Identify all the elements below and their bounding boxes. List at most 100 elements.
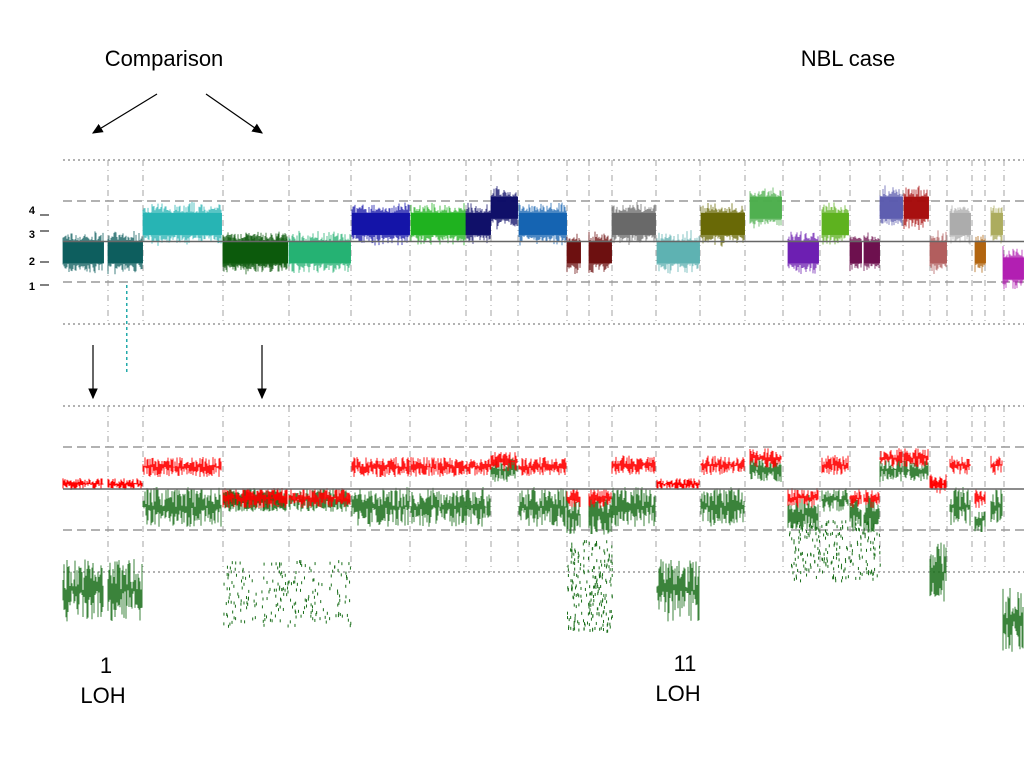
allele-speckle [610, 559, 612, 563]
cn-outlier [126, 363, 128, 366]
allele-speckle [334, 565, 336, 569]
allele-speckle [847, 575, 849, 579]
allele-speckle [567, 588, 569, 592]
allele-speckle [571, 579, 573, 583]
allele-speckle [592, 615, 594, 619]
allele-speckle [229, 587, 231, 591]
allele-speckle [833, 543, 835, 547]
allele-speckle [825, 563, 827, 567]
allele-speckle [845, 520, 847, 524]
allele-speckle [583, 622, 585, 626]
allele-speckle [857, 542, 859, 546]
allele-speckle [879, 563, 881, 567]
allele-speckle [860, 542, 862, 546]
allele-speckle [584, 623, 586, 627]
allele-speckle [834, 521, 836, 525]
allele-speckle [594, 593, 596, 597]
allele-speckle [573, 603, 575, 607]
allele-speckle [586, 580, 588, 584]
allele-speckle [244, 620, 246, 624]
allele-speckle [310, 614, 312, 618]
allele-speckle [861, 555, 863, 559]
allele-speckle [304, 564, 306, 568]
allele-speckle [789, 533, 791, 537]
allele-speckle [339, 598, 341, 602]
allele-speckle [814, 544, 816, 548]
allele-speckle [578, 603, 580, 607]
allele-speckle [241, 586, 243, 590]
allele-speckle [833, 576, 835, 580]
allele-speckle [605, 612, 607, 616]
allele-speckle [238, 595, 240, 599]
allele-speckle [589, 629, 591, 633]
allele-block-19 [787, 488, 819, 535]
allele-speckle [230, 570, 232, 574]
allele-speckle [574, 562, 576, 566]
arrows [88, 93, 267, 400]
allele-speckle [601, 563, 603, 567]
allele-speckle [335, 614, 337, 618]
allele-speckle [835, 579, 837, 583]
allele-speckle [568, 625, 570, 629]
allele-speckle [792, 525, 794, 529]
allele-speckle [332, 569, 334, 573]
allele-speckle [350, 621, 352, 625]
allele-speckle [873, 523, 875, 527]
allele-speckle [596, 612, 598, 616]
allele-speckle [345, 571, 347, 575]
copy-number-panel [62, 185, 1024, 372]
annotation-1-number: 1 [100, 653, 112, 678]
allele-speckle [349, 599, 351, 603]
allele-speckle [597, 585, 599, 589]
allele-speckle [288, 580, 290, 584]
allele-speckle [304, 598, 306, 602]
allele-speckle [827, 532, 829, 536]
allele-speckle [270, 611, 272, 615]
allele-speckle [792, 571, 794, 575]
cn-segment-6 [222, 232, 288, 275]
allele-speckle [801, 528, 803, 532]
allele-speckle [797, 568, 799, 572]
allele-block-1 [62, 478, 104, 622]
allele-speckle [574, 613, 576, 617]
allele-speckle [592, 594, 594, 598]
allele-speckle [243, 582, 245, 586]
allele-speckle [289, 620, 291, 624]
allele-speckle [798, 540, 800, 544]
allele-speckle [610, 609, 612, 613]
allele-speckle [575, 593, 577, 597]
allele-speckle [825, 523, 827, 527]
allele-speckle [293, 580, 295, 584]
allele-speckle [337, 591, 339, 595]
allele-speckle [839, 545, 841, 549]
allele-speckle [575, 584, 577, 588]
allele-speckle [597, 590, 599, 594]
allele-speckle [279, 562, 281, 566]
allele-speckle [339, 594, 341, 598]
cn-segment-2 [107, 230, 143, 275]
allele-speckle [341, 562, 343, 566]
allele-speckle [576, 573, 578, 577]
allele-block-23 [879, 448, 903, 482]
allele-speckle [794, 557, 796, 561]
allele-block-21 [849, 488, 862, 532]
allele-speckle [324, 615, 326, 619]
allele-speckle [866, 571, 868, 575]
allele-speckle [263, 576, 265, 580]
allele-speckle [296, 560, 298, 564]
allele-speckle [279, 564, 281, 568]
allele-speckle [850, 544, 852, 548]
allele-speckle [841, 536, 843, 540]
allele-speckle [587, 556, 589, 560]
allele-speckle [609, 610, 611, 614]
allele-speckle [599, 602, 601, 606]
allele-speckle [830, 532, 832, 536]
allele-speckle [571, 552, 573, 556]
allele-speckle [264, 613, 266, 617]
allele-speckle [574, 627, 576, 631]
allele-speckle [281, 575, 283, 579]
allele-speckle [574, 616, 576, 620]
allele-speckle [873, 546, 875, 550]
allele-block-17 [700, 455, 745, 527]
allele-speckle [572, 627, 574, 631]
